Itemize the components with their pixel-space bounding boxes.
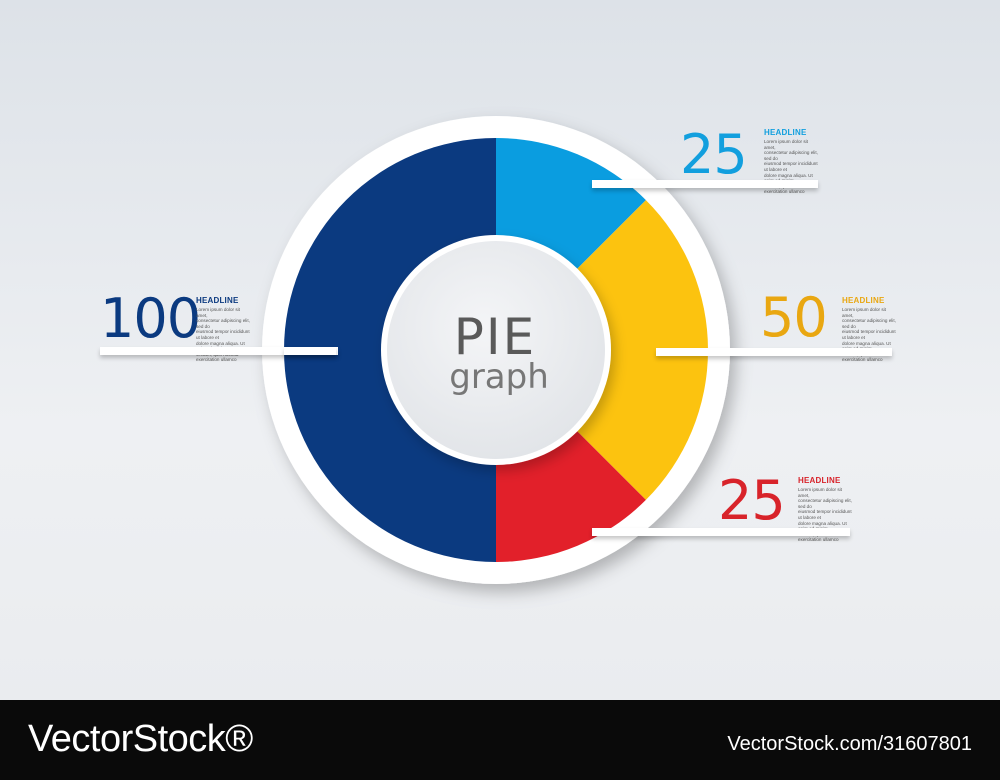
- callout-headline: HEADLINE: [842, 296, 885, 305]
- chart-stage: 25 HEADLINE Lorem ipsum dolor sit amet, …: [100, 116, 896, 584]
- footer-logo: VectorStock®: [28, 718, 253, 760]
- pie-center-label: PIE graph: [390, 312, 600, 394]
- chart-title: PIE: [453, 308, 537, 366]
- callout-value: 25: [680, 123, 748, 186]
- callout-value: 25: [718, 469, 786, 532]
- footer-image-id: VectorStock.com/31607801: [727, 733, 972, 755]
- footer-bar: VectorStock® VectorStock.com/31607801: [0, 700, 1000, 780]
- chart-subtitle: graph: [449, 357, 549, 397]
- callout-value: 50: [760, 286, 828, 349]
- callout-rule: [592, 180, 818, 188]
- callout-headline: HEADLINE: [764, 128, 807, 137]
- pie-inner-disc: [381, 235, 611, 465]
- callout-rule-inner: [284, 347, 336, 355]
- callout-headline: HEADLINE: [798, 476, 841, 485]
- callout-rule: [592, 528, 850, 536]
- callout-headline: HEADLINE: [196, 296, 239, 305]
- callout-value: 100: [100, 287, 201, 350]
- pie-chart: [262, 116, 730, 584]
- callout-rule: [100, 347, 338, 355]
- callout-rule: [656, 348, 892, 356]
